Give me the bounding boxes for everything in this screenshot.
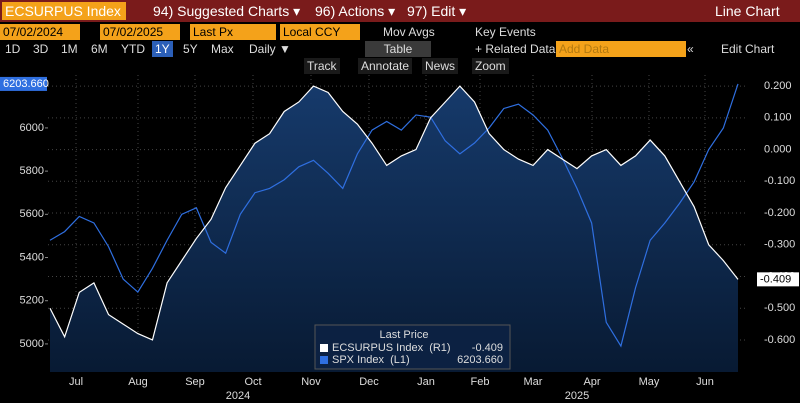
toggle[interactable]: Key Events: [475, 25, 536, 39]
y2-tick-label: -0.100: [764, 175, 795, 187]
period-button[interactable]: Max: [211, 42, 234, 56]
toggle[interactable]: Mov Avgs: [383, 25, 435, 39]
header: ECSURPUS Index 94) Suggested Charts ▾ 96…: [0, 0, 800, 22]
period-button[interactable]: 1M: [61, 42, 78, 56]
last-value-label: 6203.660: [3, 78, 49, 90]
legend-swatch: [320, 356, 328, 364]
table-button[interactable]: Table: [365, 41, 431, 57]
period-button[interactable]: 1D: [5, 42, 21, 56]
legend-label: SPX Index (L1): [332, 354, 410, 366]
year-label: 2024: [226, 390, 250, 402]
add-data[interactable]: Add Data: [556, 41, 686, 57]
legend-swatch: [320, 344, 328, 352]
related-data[interactable]: + Related Data: [475, 42, 556, 56]
period-button[interactable]: 1Y: [152, 41, 173, 57]
x-tick-label: Sep: [185, 376, 205, 388]
y-tick-label: 5200: [20, 295, 44, 307]
x-tick-label: Mar: [524, 376, 543, 388]
y2-tick-label: -0.500: [764, 302, 795, 314]
x-tick-label: Apr: [583, 376, 600, 388]
x-tick-label: Aug: [128, 376, 148, 388]
edit-chart[interactable]: Edit Chart: [721, 42, 775, 56]
menu[interactable]: 96) Actions ▾: [315, 3, 396, 19]
x-tick-label: Jan: [417, 376, 435, 388]
y-tick-label: 5000: [20, 338, 44, 350]
period-button[interactable]: 3D: [33, 42, 49, 56]
y2-tick-label: -0.600: [764, 334, 795, 346]
x-tick-label: Feb: [471, 376, 490, 388]
toolbar: Track Annotate News Zoom: [0, 58, 800, 74]
end-date[interactable]: 07/02/2025: [100, 24, 180, 40]
legend-title: Last Price: [380, 329, 429, 341]
y2-tick-label: -0.300: [764, 239, 795, 251]
last-value-tag: [0, 76, 47, 91]
y2-tick-label: 0.200: [764, 80, 792, 92]
y-tick-label: 5600: [20, 208, 44, 220]
line: [49, 85, 739, 341]
y2-tick-label: -0.200: [764, 207, 795, 219]
start-date[interactable]: 07/02/2024: [0, 24, 80, 40]
last-value-tag: [757, 272, 799, 287]
legend-value: -0.409: [472, 342, 503, 354]
x-tick-label: May: [639, 376, 660, 388]
year-label: 2025: [565, 390, 589, 402]
x-tick-label: Jul: [69, 376, 83, 388]
toolbar: 1D 3D 1M 6M YTD 1Y 5Y Max Daily ▼ Table + Related …: [0, 41, 800, 57]
collapse[interactable]: «: [687, 42, 694, 56]
y-tick-label: 5400: [20, 251, 44, 263]
legend-label: ECSURPUS Index (R1): [332, 342, 451, 354]
period-button[interactable]: 5Y: [183, 42, 198, 56]
x-tick-label: Jun: [696, 376, 714, 388]
x-tick-label: Nov: [301, 376, 321, 388]
ticker[interactable]: ECSURPUS Index: [2, 2, 126, 20]
last-value-label: -0.409: [760, 273, 791, 285]
chart-tool[interactable]: News: [422, 58, 459, 74]
y-tick-label: 6000: [20, 122, 44, 134]
area: [50, 86, 738, 372]
y2-tick-label: 0.100: [764, 112, 792, 124]
legend-box: [314, 324, 511, 370]
y-tick-label: 5800: [20, 165, 44, 177]
view-type: Line Chart: [715, 3, 780, 19]
chart-tool[interactable]: Track: [304, 58, 340, 74]
y2-tick-label: 0.000: [764, 143, 792, 155]
x-tick-label: Oct: [244, 376, 261, 388]
field[interactable]: Last Px: [190, 24, 276, 40]
menu[interactable]: 97) Edit ▾: [407, 3, 467, 19]
period-button[interactable]: 6M: [91, 42, 108, 56]
toolbar: 07/02/2024 07/02/2025 Last Px Local CCY …: [0, 24, 800, 40]
chart-tool[interactable]: Annotate: [358, 58, 413, 74]
legend-value: 6203.660: [457, 354, 503, 366]
line: [49, 83, 739, 348]
currency[interactable]: Local CCY: [280, 24, 360, 40]
frequency[interactable]: Daily ▼: [249, 42, 291, 56]
period-button[interactable]: YTD: [121, 42, 145, 56]
chart-tool[interactable]: Zoom: [472, 58, 509, 74]
x-tick-label: Dec: [359, 376, 379, 388]
chart: 0.2000.1000.000-0.100-0.200-0.300-0.400-…: [0, 75, 799, 402]
menu[interactable]: 94) Suggested Charts ▾: [153, 3, 301, 19]
